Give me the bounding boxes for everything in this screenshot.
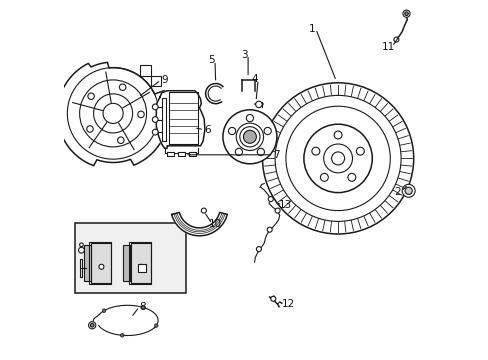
Circle shape: [141, 306, 144, 309]
Circle shape: [138, 111, 144, 118]
Bar: [83, 245, 91, 281]
Bar: [131, 243, 151, 283]
Circle shape: [80, 243, 83, 247]
Polygon shape: [156, 91, 204, 148]
Polygon shape: [57, 62, 168, 166]
Circle shape: [257, 148, 264, 156]
Circle shape: [303, 124, 371, 193]
Circle shape: [255, 101, 262, 108]
Circle shape: [117, 137, 124, 143]
Circle shape: [86, 126, 93, 132]
Circle shape: [285, 106, 389, 211]
Circle shape: [268, 197, 273, 202]
Bar: [91, 243, 111, 283]
Polygon shape: [171, 212, 227, 236]
Bar: [89, 242, 111, 284]
Circle shape: [356, 147, 364, 155]
Circle shape: [236, 123, 263, 150]
Bar: [167, 152, 174, 156]
Circle shape: [79, 247, 84, 253]
Bar: [138, 264, 146, 272]
Circle shape: [401, 184, 414, 197]
Bar: [140, 65, 151, 76]
Text: 9: 9: [161, 75, 167, 85]
Circle shape: [347, 174, 355, 181]
Circle shape: [264, 127, 271, 135]
Circle shape: [393, 37, 398, 42]
Text: 1: 1: [308, 24, 315, 34]
Circle shape: [235, 148, 242, 156]
Circle shape: [90, 323, 94, 327]
Circle shape: [120, 333, 124, 337]
Circle shape: [266, 227, 272, 232]
Bar: [151, 76, 161, 86]
Bar: [123, 245, 130, 281]
Text: 5: 5: [207, 55, 214, 66]
Circle shape: [256, 247, 261, 252]
Circle shape: [275, 95, 400, 221]
Circle shape: [275, 208, 280, 213]
Circle shape: [152, 129, 158, 135]
Circle shape: [152, 104, 158, 110]
Bar: [188, 152, 196, 156]
Text: 13: 13: [279, 200, 292, 210]
Circle shape: [270, 296, 275, 301]
Circle shape: [99, 264, 104, 269]
Circle shape: [223, 110, 276, 164]
Circle shape: [333, 131, 342, 139]
Text: 4: 4: [251, 74, 257, 84]
Circle shape: [103, 103, 123, 123]
Bar: [50, 152, 63, 164]
Circle shape: [262, 83, 413, 234]
Bar: [178, 152, 185, 156]
Circle shape: [320, 174, 327, 181]
Text: 12: 12: [281, 299, 294, 309]
Circle shape: [331, 152, 344, 165]
Circle shape: [152, 117, 158, 122]
Text: 7: 7: [273, 150, 280, 160]
Circle shape: [404, 187, 411, 194]
Text: 6: 6: [204, 125, 211, 135]
Circle shape: [138, 264, 143, 269]
Text: 3: 3: [241, 50, 247, 60]
Text: 2: 2: [393, 186, 400, 197]
Circle shape: [154, 324, 158, 327]
Circle shape: [404, 12, 407, 15]
Circle shape: [311, 147, 319, 155]
Circle shape: [228, 127, 235, 135]
Text: 11: 11: [381, 42, 394, 52]
Circle shape: [246, 114, 253, 122]
Circle shape: [323, 144, 352, 173]
Circle shape: [119, 84, 125, 90]
Bar: [75, 223, 186, 293]
Circle shape: [243, 130, 256, 143]
Text: 10: 10: [209, 219, 222, 229]
Bar: [128, 242, 151, 284]
Circle shape: [402, 10, 409, 17]
Bar: [46, 79, 59, 91]
Circle shape: [201, 208, 206, 213]
Circle shape: [102, 309, 105, 312]
Text: 8: 8: [140, 302, 146, 312]
Circle shape: [88, 321, 96, 329]
Bar: [38, 123, 49, 132]
Circle shape: [88, 93, 94, 99]
